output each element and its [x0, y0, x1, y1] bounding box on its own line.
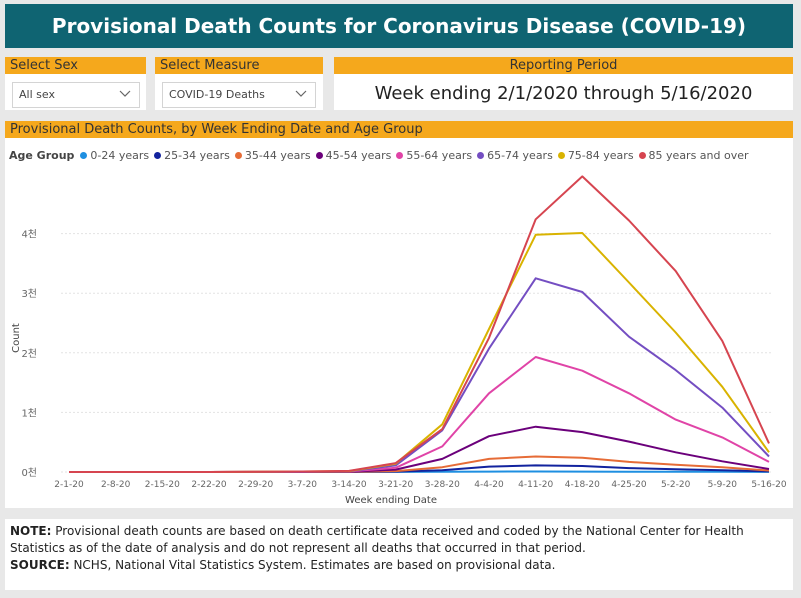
chevron-down-icon	[119, 90, 131, 97]
select-sex-header: Select Sex	[5, 57, 146, 74]
x-tick-label: 4-4-20	[474, 480, 504, 490]
dashboard-title-text: Provisional Death Counts for Coronavirus…	[51, 14, 747, 38]
x-tick-label: 3-21-20	[378, 480, 413, 490]
y-tick-label: 1천	[21, 407, 37, 419]
source-line: SOURCE: NCHS, National Vital Statistics …	[10, 557, 788, 574]
source-text: NCHS, National Vital Statistics System. …	[69, 558, 556, 572]
x-tick-label: 3-14-20	[331, 480, 366, 490]
legend-marker	[557, 152, 565, 159]
chart-legend: Age Group 0-24 years 25-34 years 35-44 yea…	[9, 149, 754, 162]
reporting-period-header: Reporting Period	[334, 57, 793, 74]
reporting-period-value: Week ending 2/1/2020 through 5/16/2020	[374, 83, 753, 104]
x-tick-label: 4-25-20	[611, 480, 646, 490]
x-tick-label: 2-8-20	[101, 480, 131, 490]
measure-dropdown-value: COVID-19 Deaths	[169, 88, 265, 101]
x-tick-label: 3-28-20	[425, 480, 460, 490]
reporting-period-panel	[334, 74, 793, 110]
series-line-55-64-years	[69, 356, 770, 473]
legend-item[interactable]: 55-64 years	[396, 149, 472, 162]
measure-dropdown[interactable]: COVID-19 Deaths	[162, 82, 316, 108]
legend-marker	[638, 152, 646, 159]
legend-title: Age Group	[9, 149, 75, 162]
legend-marker	[154, 152, 162, 159]
y-tick-label: 3천	[21, 288, 37, 300]
x-tick-label: 2-22-20	[191, 480, 226, 490]
x-tick-label: 4-18-20	[565, 480, 600, 490]
chart-title: Provisional Death Counts, by Week Ending…	[10, 122, 423, 137]
legend-item[interactable]: 35-44 years	[234, 149, 311, 162]
x-tick-label: 5-9-20	[708, 480, 738, 490]
x-tick-label: 3-7-20	[288, 480, 318, 490]
chevron-down-icon	[295, 90, 307, 97]
legend-item[interactable]: 45-54 years	[315, 149, 392, 162]
select-sex-label: Select Sex	[10, 58, 78, 73]
legend-item[interactable]: 25-34 years	[154, 149, 230, 162]
y-tick-label: 4천	[21, 229, 37, 241]
x-tick-label: 5-2-20	[661, 480, 691, 490]
legend-label: 55-64 years	[406, 149, 473, 162]
select-measure-label: Select Measure	[160, 58, 260, 73]
legend-item[interactable]: 0-24 years	[80, 149, 149, 162]
select-measure-header: Select Measure	[155, 57, 323, 74]
legend-label: 75-84 years	[567, 149, 634, 162]
legend-label: 0-24 years	[90, 149, 150, 162]
x-tick-label: 2-29-20	[238, 480, 273, 490]
legend-marker	[477, 152, 485, 159]
y-axis-title: Count	[11, 323, 22, 353]
sex-dropdown[interactable]: All sex	[12, 82, 140, 108]
legend-label: 35-44 years	[244, 149, 311, 162]
notes-panel: NOTE: Provisional death counts are based…	[5, 519, 793, 590]
legend-item[interactable]: 75-84 years	[557, 149, 634, 162]
legend-marker	[234, 152, 242, 159]
sex-dropdown-value: All sex	[19, 88, 55, 101]
x-tick-label: 2-1-20	[54, 480, 84, 490]
x-tick-label: 4-11-20	[518, 480, 553, 490]
legend-label: 85 years and over	[648, 149, 749, 162]
legend-marker	[315, 152, 323, 159]
x-axis-title: Week ending Date	[345, 495, 437, 506]
y-tick-label: 0천	[21, 467, 37, 479]
dashboard-title: Provisional Death Counts for Coronavirus…	[5, 4, 793, 48]
chart-header: Provisional Death Counts, by Week Ending…	[5, 121, 793, 138]
line-chart: 0천 1천 2천 3천 4천 2-1-20 2-8-20 2-15-20 2-22-20 2-29…	[11, 175, 787, 506]
legend-label: 25-34 years	[164, 149, 230, 162]
note-line: NOTE: Provisional death counts are based…	[10, 523, 788, 557]
note-label: NOTE:	[10, 524, 52, 538]
legend-item[interactable]: 85 years and over	[638, 149, 749, 162]
x-tick-label: 5-16-20	[751, 480, 786, 490]
source-label: SOURCE:	[10, 558, 70, 572]
note-text: Provisional death counts are based on de…	[10, 524, 744, 555]
series-line-45-54-years	[69, 425, 770, 473]
legend-marker	[396, 152, 404, 159]
legend-label: 45-54 years	[325, 149, 392, 162]
x-tick-label: 2-15-20	[145, 480, 180, 490]
y-tick-label: 2천	[21, 348, 37, 360]
legend-item[interactable]: 65-74 years	[477, 149, 553, 162]
legend-items: 0-24 years 25-34 years 35-44 years 45-54 ye…	[80, 149, 753, 162]
reporting-period-label: Reporting Period	[509, 58, 618, 73]
series-line-85-years-and-over	[69, 175, 770, 473]
legend-marker	[80, 152, 88, 159]
legend-label: 65-74 years	[487, 149, 553, 162]
chart-panel: Age Group 0-24 years 25-34 years 35-44 yea…	[5, 138, 793, 508]
